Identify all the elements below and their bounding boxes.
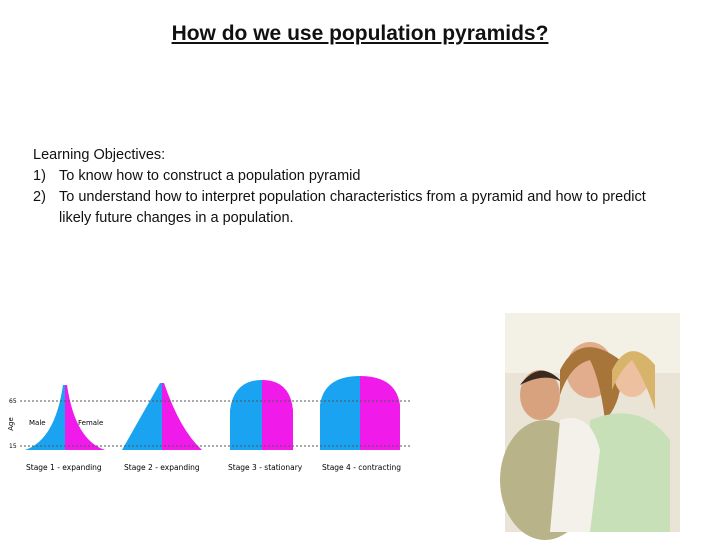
item-number: 2) <box>33 189 46 205</box>
male-shape <box>122 383 162 450</box>
female-shape <box>360 376 400 450</box>
item-text: To know how to construct a population py… <box>59 168 361 184</box>
female-shape <box>162 383 202 450</box>
item-text: To understand how to interpret populatio… <box>59 189 646 226</box>
objective-item: 2) To understand how to interpret popula… <box>33 187 653 229</box>
stage-label: Stage 4 - contracting <box>322 463 401 472</box>
stage-label: Stage 1 - expanding <box>26 463 102 472</box>
axis-label: Age <box>7 417 15 431</box>
male-label: Male <box>29 419 46 427</box>
female-label: Female <box>78 419 103 427</box>
item-number: 1) <box>33 168 46 184</box>
female-shape <box>262 380 293 450</box>
slide-title: How do we use population pyramids? <box>171 22 549 45</box>
objective-item: 1) To know how to construct a population… <box>33 166 653 187</box>
age-label: 65 <box>9 398 17 405</box>
female-shape <box>65 385 105 450</box>
age-label: 15 <box>9 443 17 450</box>
male-shape <box>25 385 65 450</box>
objectives-heading: Learning Objectives: <box>33 147 166 163</box>
male-shape <box>230 380 262 450</box>
stage-label: Stage 2 - expanding <box>124 463 200 472</box>
male-shape <box>320 376 360 450</box>
family-photo <box>500 313 680 540</box>
stage-label: Stage 3 - stationary <box>228 463 303 472</box>
objectives: Learning Objectives: 1) To know how to c… <box>33 145 653 229</box>
